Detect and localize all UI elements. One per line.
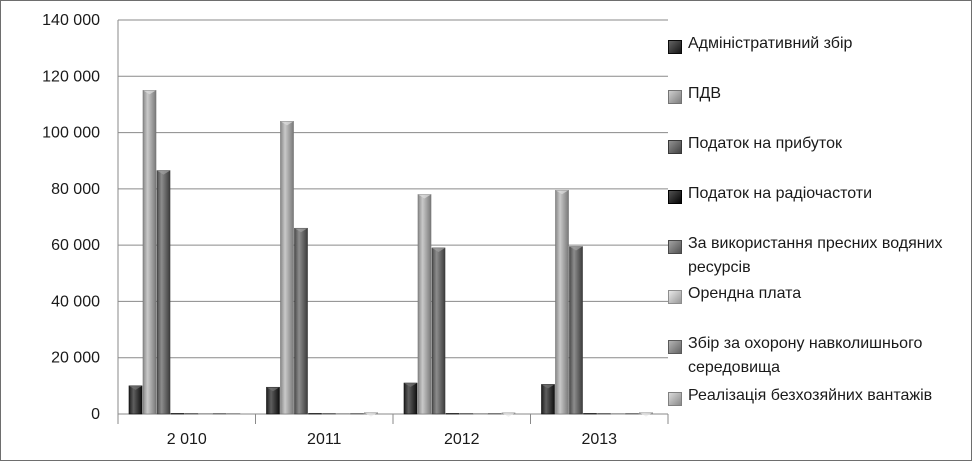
bar [597, 413, 611, 415]
bar [156, 170, 171, 415]
legend-item: Збір за охорону навколишнього середовища [668, 335, 958, 380]
bar [128, 385, 143, 415]
bar [555, 189, 569, 415]
bar-top-bevel [418, 194, 431, 199]
y-tick-label: 120 000 [42, 68, 100, 85]
bar [308, 413, 322, 415]
legend-item: Адміністративний збір [668, 35, 958, 56]
bar-top-bevel [555, 190, 569, 195]
bar-top-bevel [364, 412, 378, 417]
legend-swatch [668, 240, 682, 254]
y-tick-label: 60 000 [51, 237, 100, 254]
bar [350, 413, 364, 415]
x-tick-label: 2012 [444, 431, 480, 448]
legend-item: За використання пресних водяних ресурсів [668, 235, 958, 280]
bar [280, 121, 294, 415]
bar [403, 382, 418, 415]
bar [431, 247, 446, 415]
bar [569, 246, 583, 415]
bar [583, 413, 597, 415]
bar [625, 413, 639, 415]
legend-swatch [668, 190, 682, 204]
x-tick-label: 2011 [307, 431, 342, 448]
bar [611, 413, 625, 415]
bar-top-bevel [404, 383, 417, 388]
legend-label: Збір за охорону навколишнього середовища [688, 335, 923, 376]
y-tick-label: 0 [91, 406, 100, 423]
legend-label: Реалізація безхозяйних вантажів [688, 387, 933, 404]
legend-label: За використання пресних водяних ресурсів [688, 235, 943, 276]
bar [266, 386, 280, 415]
bar [294, 227, 308, 415]
bar [459, 413, 474, 415]
bar [212, 413, 227, 415]
x-tick-label: 2013 [581, 431, 617, 448]
y-tick-label: 80 000 [51, 181, 100, 198]
legend-item: Податок на радіочастоти [668, 185, 958, 206]
bar [487, 413, 502, 415]
bar [473, 413, 488, 415]
bar-top-bevel [294, 228, 308, 233]
legend-label: Орендна плата [688, 285, 802, 302]
legend-item: Реалізація безхозяйних вантажів [668, 387, 958, 408]
bar [198, 413, 213, 415]
bar [417, 194, 432, 415]
legend-label: Податок на прибуток [688, 135, 842, 152]
bar-top-bevel [432, 247, 445, 252]
bar [336, 413, 350, 415]
y-tick-label: 100 000 [42, 125, 100, 142]
legend-label: ПДВ [688, 85, 722, 102]
legend-swatch [668, 40, 682, 54]
bar [226, 413, 241, 415]
bar-top-bevel [266, 387, 280, 392]
bar-top-bevel [129, 385, 142, 390]
bar [142, 90, 157, 415]
bar [184, 413, 199, 415]
legend-swatch [668, 140, 682, 154]
legend-item: ПДВ [668, 85, 958, 106]
bar-top-bevel [280, 121, 294, 126]
bar-top-bevel [157, 170, 170, 175]
bar [170, 413, 185, 415]
legend-swatch [668, 90, 682, 104]
bar-top-bevel [143, 90, 156, 95]
bar-top-bevel [639, 412, 653, 417]
bar [541, 384, 555, 415]
legend-item: Податок на прибуток [668, 135, 958, 156]
y-tick-label: 40 000 [51, 293, 100, 310]
bar [445, 413, 460, 415]
bar [322, 413, 336, 415]
bar-top-bevel [569, 246, 583, 251]
legend-swatch [668, 340, 682, 354]
legend-item: Орендна плата [668, 285, 958, 306]
bar-top-bevel [541, 384, 555, 389]
legend-swatch [668, 290, 682, 304]
legend-label: Адміністративний збір [688, 35, 853, 52]
bar-top-bevel [502, 412, 515, 417]
y-tick-label: 140 000 [42, 12, 100, 29]
x-tick-label: 2 010 [167, 431, 207, 448]
y-tick-label: 20 000 [51, 350, 100, 367]
legend-label: Податок на радіочастоти [688, 185, 873, 202]
legend-swatch [668, 392, 682, 406]
